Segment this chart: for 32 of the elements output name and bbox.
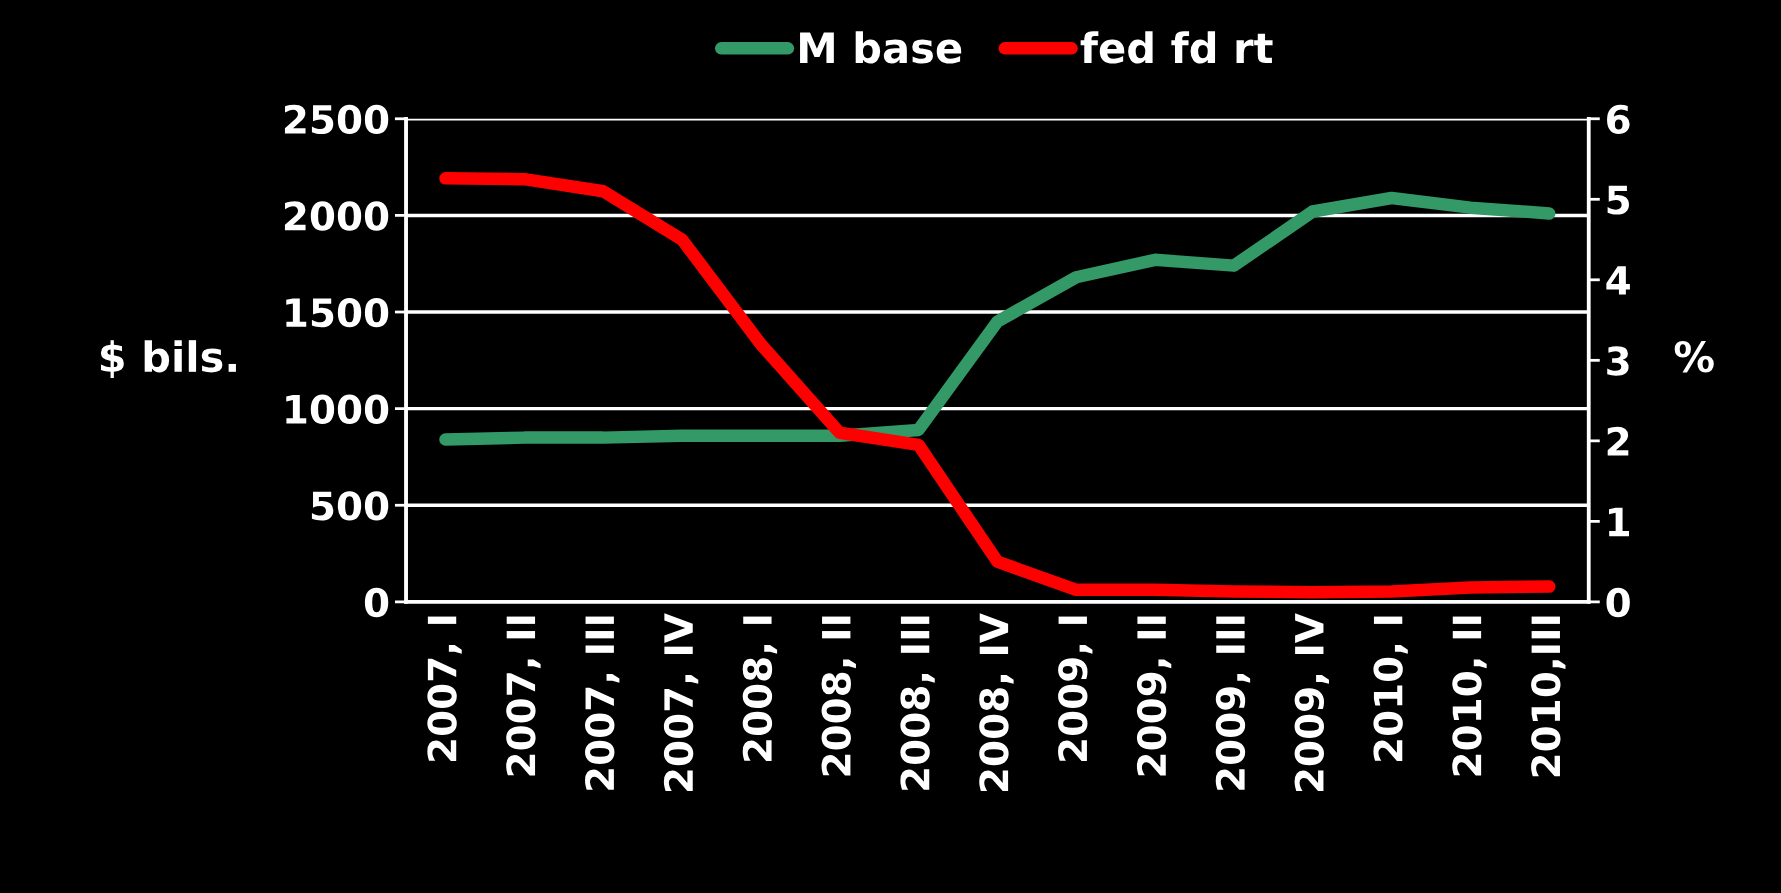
- y-tick-label: 1500: [286, 297, 389, 328]
- x-tick-label: 2009, I: [1058, 616, 1093, 761]
- y-tick-label: 500: [311, 491, 389, 521]
- y2-tick-label: 5: [1607, 185, 1629, 215]
- x-tick-label: 2010, I: [1373, 616, 1408, 761]
- y2-axis-title: %: [1674, 340, 1714, 373]
- x-tick-label: 2009, III: [1215, 616, 1251, 790]
- x-tick-label: 2010, II: [1452, 616, 1487, 776]
- y2-tick-label: 6: [1607, 104, 1630, 135]
- x-tick-label: 2010,III: [1531, 616, 1566, 777]
- y2-tick-label: 3: [1607, 346, 1629, 376]
- x-tick-label: 2009, IV: [1294, 613, 1329, 792]
- legend-label: fed fd rt: [1080, 31, 1273, 64]
- x-tick-label: 2007, I: [427, 616, 462, 761]
- x-tick-label: 2008, IV: [979, 613, 1014, 792]
- y-tick-label: 2500: [284, 104, 389, 135]
- y-axis-title: $ bils.: [100, 340, 236, 378]
- y-tick-label: 2000: [284, 201, 389, 231]
- x-tick-label: 2007, III: [585, 616, 620, 790]
- x-tick-label: 2009, II: [1136, 616, 1172, 776]
- legend-label: M base: [800, 31, 962, 64]
- x-tick-label: 2008, I: [742, 616, 778, 761]
- x-tick-label: 2007, II: [506, 616, 541, 776]
- y2-tick-label: 2: [1607, 426, 1629, 456]
- y2-tick-label: 4: [1606, 266, 1630, 295]
- y2-tick-label: 0: [1606, 587, 1630, 618]
- y-tick-label: 1000: [286, 394, 389, 424]
- y-tick-label: 0: [364, 587, 389, 618]
- x-tick-label: 2007, IV: [663, 613, 699, 792]
- x-tick-label: 2008, III: [900, 616, 935, 790]
- y2-tick-label: 1: [1609, 507, 1630, 537]
- x-tick-label: 2008, II: [821, 616, 856, 776]
